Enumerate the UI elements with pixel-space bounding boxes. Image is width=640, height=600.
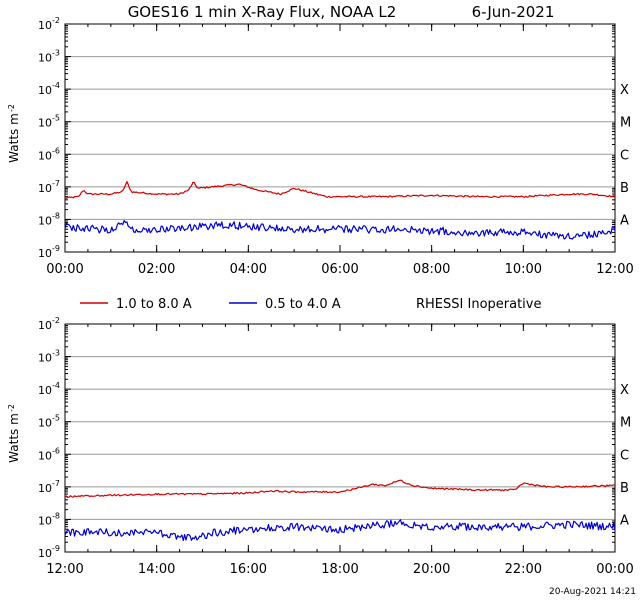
y-tick-label: 10 [38, 52, 52, 65]
x-tick-label: 10:00 [505, 262, 542, 277]
flare-class-label: X [620, 83, 629, 98]
legend-label-short: 0.5 to 4.0 A [265, 297, 341, 312]
plot-frame [64, 23, 616, 253]
series-line-long [64, 180, 616, 199]
y-tick-label: 10 [38, 547, 52, 560]
x-tick-label: 14:00 [138, 562, 175, 577]
y-tick-label: 10 [38, 247, 52, 260]
flare-class-label: M [620, 416, 631, 431]
y-tick-exponent: -8 [52, 211, 60, 220]
series-line-short [64, 220, 616, 240]
y-tick-label: 10 [38, 417, 52, 430]
x-tick-label: 00:00 [596, 562, 633, 577]
y-tick-exponent: -5 [52, 114, 60, 123]
flare-class-label: C [620, 148, 629, 163]
y-tick-label: 10 [38, 117, 52, 130]
y-tick-label: 10 [38, 319, 52, 332]
y-tick-label: 10 [38, 19, 52, 32]
y-tick-exponent: -9 [52, 544, 60, 553]
y-tick-exponent: -5 [52, 414, 60, 423]
y-tick-label: 10 [38, 384, 52, 397]
rhessi-note: RHESSI Inoperative [416, 297, 541, 312]
x-tick-label: 08:00 [413, 262, 450, 277]
x-tick-label: 20:00 [413, 562, 450, 577]
flare-class-label: M [620, 116, 631, 131]
y-tick-exponent: -6 [52, 446, 60, 455]
y-tick-label: 10 [38, 352, 52, 365]
x-tick-label: 12:00 [46, 562, 83, 577]
chart-date: 6-Jun-2021 [472, 3, 555, 21]
y-tick-label: 10 [38, 84, 52, 97]
x-tick-label: 06:00 [321, 262, 358, 277]
y-axis-label-exponent: -2 [7, 104, 16, 112]
y-tick-label: 10 [38, 514, 52, 527]
y-tick-exponent: -3 [52, 49, 60, 58]
y-tick-exponent: -6 [52, 146, 60, 155]
y-tick-label: 10 [38, 214, 52, 227]
legend: 1.0 to 8.0 A 0.5 to 4.0 A RHESSI Inopera… [80, 297, 541, 312]
legend-label-long: 1.0 to 8.0 A [116, 297, 192, 312]
y-tick-exponent: -8 [52, 511, 60, 520]
y-tick-label: 10 [38, 482, 52, 495]
y-tick-exponent: -2 [52, 16, 60, 25]
flare-class-label: C [620, 448, 629, 463]
series-line-short [64, 519, 616, 542]
flare-class-label: X [620, 383, 629, 398]
plot-frame [64, 323, 616, 553]
x-tick-label: 18:00 [321, 562, 358, 577]
y-axis-label: Watts m [7, 413, 21, 463]
x-tick-label: 12:00 [596, 262, 633, 277]
series-line-long [64, 479, 616, 498]
chart-title: GOES16 1 min X-Ray Flux, NOAA L2 [128, 3, 397, 21]
y-tick-exponent: -7 [52, 179, 60, 188]
x-tick-label: 00:00 [46, 262, 83, 277]
y-tick-exponent: -9 [52, 244, 60, 253]
y-axis-label: Watts m [7, 113, 21, 163]
x-tick-label: 02:00 [138, 262, 175, 277]
y-tick-label: 10 [38, 449, 52, 462]
flare-class-label: B [620, 481, 629, 496]
x-tick-label: 04:00 [230, 262, 267, 277]
y-axis-label-exponent: -2 [7, 404, 16, 412]
y-tick-label: 10 [38, 182, 52, 195]
footer-timestamp: 20-Aug-2021 14:21 [549, 587, 636, 597]
y-tick-exponent: -4 [52, 381, 60, 390]
x-tick-label: 22:00 [505, 562, 542, 577]
y-tick-exponent: -4 [52, 81, 60, 90]
y-tick-exponent: -7 [52, 479, 60, 488]
y-tick-exponent: -3 [52, 349, 60, 358]
x-tick-label: 16:00 [230, 562, 267, 577]
flare-class-label: B [620, 181, 629, 196]
flare-class-label: A [620, 513, 629, 528]
flare-class-label: A [620, 213, 629, 228]
y-tick-label: 10 [38, 149, 52, 162]
y-tick-exponent: -2 [52, 316, 60, 325]
